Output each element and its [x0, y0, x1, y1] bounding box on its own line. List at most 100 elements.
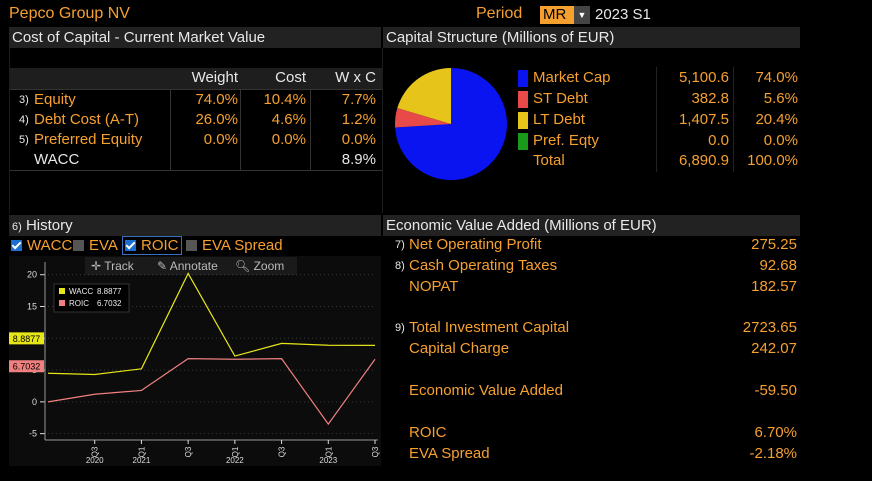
- annotate-button[interactable]: ✎ Annotate: [157, 259, 218, 273]
- row-wxc: 7.7%: [341, 91, 376, 108]
- history-line-chart[interactable]: 20151050-5Q32020Q12021Q3Q12022Q3Q12023Q3…: [9, 256, 381, 466]
- row-label: Equity: [34, 91, 76, 108]
- eva-row[interactable]: 7) Net Operating Profit 275.25: [383, 236, 800, 256]
- row-number: 8): [395, 260, 405, 272]
- eva-panel: 7) Net Operating Profit 275.25 8) Cash O…: [383, 236, 800, 464]
- toggle-eva-spread[interactable]: EVA Spread: [186, 237, 283, 254]
- legend-value: 1,407.5: [678, 111, 729, 128]
- eva-value: 2723.65: [742, 319, 797, 336]
- capital-structure-pie: [395, 68, 507, 180]
- row-number: 3): [19, 94, 29, 106]
- row-cost: 0.0%: [271, 131, 306, 148]
- y-tick-label: 15: [27, 302, 37, 312]
- table-row[interactable]: 4) Debt Cost (A-T) 26.0% 4.6% 1.2%: [10, 111, 382, 131]
- track-label: Track: [104, 259, 134, 273]
- legend-swatch: [59, 300, 65, 306]
- pie-slice-st-debt[interactable]: [395, 108, 451, 128]
- eva-row: ROIC 6.70%: [383, 424, 800, 444]
- row-number: 4): [19, 114, 29, 126]
- x-tick-label: Q1: [231, 446, 240, 457]
- toggle-wacc[interactable]: WACC: [11, 237, 72, 254]
- toggle-label: EVA: [89, 237, 118, 254]
- legend-label: Pref. Eqty: [533, 132, 599, 149]
- legend-swatch: [59, 288, 65, 294]
- legend-value: 8.8877: [97, 287, 122, 296]
- eva-label: Total Investment Capital: [409, 319, 570, 336]
- x-year-label: 2021: [133, 456, 151, 465]
- toggle-label: WACC: [27, 237, 73, 254]
- wacc-value-badge: [9, 332, 44, 345]
- row-weight: 0.0%: [203, 131, 238, 148]
- annotate-label: Annotate: [169, 259, 218, 273]
- col-cost: Cost: [275, 69, 306, 86]
- toggle-label: ROIC: [141, 237, 179, 254]
- total-label: Total: [533, 152, 565, 169]
- total-value: 6,890.9: [678, 152, 729, 169]
- col-divider: [240, 90, 241, 170]
- roic-value-badge: [9, 360, 44, 373]
- x-tick-label: Q3: [371, 446, 380, 457]
- cost-of-capital-header: Cost of Capital - Current Market Value: [9, 27, 381, 48]
- market-cap-swatch: [518, 70, 528, 87]
- x-tick-label: Q1: [324, 446, 333, 457]
- eva-label: Cash Operating Taxes: [409, 257, 558, 274]
- y-tick-label: 0: [32, 397, 37, 407]
- zoom-button[interactable]: 🔍︎ Zoom: [235, 259, 284, 273]
- eva-row: EVA Spread -2.18%: [383, 445, 800, 465]
- y-tick-label: 20: [27, 270, 37, 280]
- period-select[interactable]: MR ▼: [540, 6, 590, 24]
- series-line-roic[interactable]: [47, 358, 376, 426]
- eva-label: Economic Value Added: [409, 382, 563, 399]
- series-line-wacc[interactable]: [47, 272, 376, 376]
- legend-pct: 20.4%: [755, 111, 798, 128]
- legend-label: Market Cap: [533, 69, 611, 86]
- legend-row-st-debt[interactable]: ST Debt 382.8 5.6%: [516, 89, 800, 110]
- eva-value: 275.25: [751, 236, 797, 253]
- zoom-label: Zoom: [253, 259, 285, 273]
- history-number: 6): [12, 221, 22, 233]
- pie-slice-lt-debt[interactable]: [397, 68, 451, 124]
- legend-divider: [656, 67, 657, 172]
- crosshair-icon: ✛: [91, 259, 102, 273]
- toggle-roic[interactable]: ROIC: [122, 236, 182, 255]
- toggle-eva[interactable]: EVA: [73, 237, 118, 254]
- track-button[interactable]: ✛ Track: [91, 259, 134, 273]
- chart-toolbar: ✛ Track ✎ Annotate 🔍︎ Zoom: [85, 257, 297, 275]
- row-wxc: 1.2%: [341, 111, 376, 128]
- col-divider: [170, 90, 171, 170]
- history-title: History: [25, 217, 73, 234]
- pref-eqty-swatch: [518, 133, 528, 150]
- eva-label: ROIC: [409, 424, 447, 441]
- legend-row-market-cap[interactable]: Market Cap 5,100.6 74.0%: [516, 68, 800, 89]
- eva-row: Economic Value Added -59.50: [383, 382, 800, 402]
- row-number: 5): [19, 134, 29, 146]
- history-header: 6) History: [9, 215, 381, 236]
- history-toggles: WACC EVA ROIC EVA Spread: [9, 236, 381, 256]
- capital-structure-legend: Market Cap 5,100.6 74.0% ST Debt 382.8 5…: [516, 67, 800, 172]
- checkbox-checked-icon: [11, 240, 22, 251]
- eva-row[interactable]: 9) Total Investment Capital 2723.65: [383, 319, 800, 339]
- eva-value: 242.07: [751, 340, 797, 357]
- table-row[interactable]: 5) Preferred Equity 0.0% 0.0% 0.0%: [10, 131, 382, 151]
- eva-row: NOPAT 182.57: [383, 278, 800, 298]
- legend-value: 0.0: [708, 132, 729, 149]
- eva-label: Net Operating Profit: [409, 236, 542, 253]
- company-title: Pepco Group NV: [9, 5, 130, 22]
- legend-row-lt-debt[interactable]: LT Debt 1,407.5 20.4%: [516, 110, 800, 131]
- eva-value: -59.50: [754, 382, 797, 399]
- legend-value: 6.7032: [97, 299, 122, 308]
- row-label: Debt Cost (A-T): [34, 111, 140, 128]
- legend-row-pref-eqty[interactable]: Pref. Eqty 0.0 0.0%: [516, 131, 800, 152]
- checkbox-unchecked-icon: [73, 240, 84, 251]
- period-year: 2023 S1: [595, 6, 651, 23]
- table-row[interactable]: 3) Equity 74.0% 10.4% 7.7%: [10, 91, 382, 111]
- eva-value: 6.70%: [754, 424, 797, 441]
- legend-label: LT Debt: [533, 111, 585, 128]
- legend-value: 5,100.6: [678, 69, 729, 86]
- eva-row[interactable]: 8) Cash Operating Taxes 92.68: [383, 257, 800, 277]
- x-tick-label: Q3: [278, 446, 287, 457]
- capital-structure-header: Capital Structure (Millions of EUR): [383, 27, 800, 48]
- checkbox-checked-icon: [125, 240, 136, 251]
- legend-pct: 74.0%: [755, 69, 798, 86]
- pie-slice-market-cap[interactable]: [395, 68, 507, 180]
